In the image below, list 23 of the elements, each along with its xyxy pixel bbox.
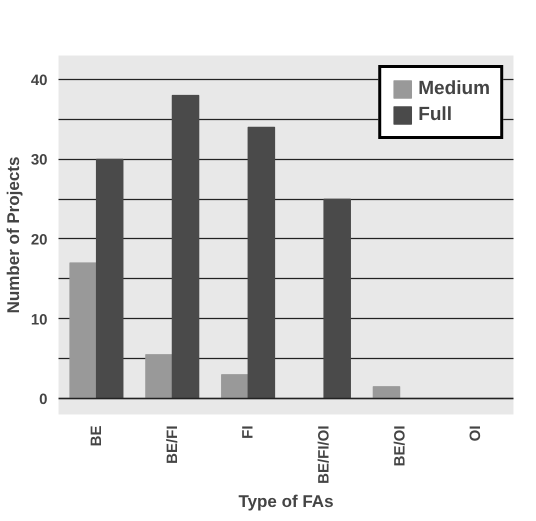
bar bbox=[96, 158, 124, 400]
y-tick-label: 30 bbox=[30, 152, 48, 169]
bar bbox=[221, 374, 249, 400]
x-tick-label: BE/FI/OI bbox=[315, 425, 332, 484]
x-tick-label: BE bbox=[88, 425, 105, 446]
legend-label: Full bbox=[418, 104, 452, 126]
x-tick-label: FI bbox=[240, 425, 257, 439]
bar bbox=[172, 94, 200, 400]
x-tick-label: BE/FI bbox=[164, 425, 181, 464]
y-axis-title: Number of Projects bbox=[4, 156, 23, 314]
y-tick-label: 0 bbox=[39, 391, 48, 408]
bar bbox=[323, 198, 351, 400]
y-tick-label: 40 bbox=[30, 72, 48, 89]
x-tick-label: OI bbox=[467, 425, 484, 442]
bar bbox=[372, 386, 400, 400]
x-axis-title: Type of FAs bbox=[238, 492, 334, 511]
bar bbox=[69, 262, 97, 400]
bar bbox=[145, 354, 173, 400]
x-tick-label: BE/OI bbox=[391, 425, 408, 466]
bar bbox=[248, 126, 276, 400]
y-tick-label: 20 bbox=[30, 231, 48, 248]
legend-label: Medium bbox=[418, 78, 490, 100]
y-tick-label: 10 bbox=[30, 311, 48, 328]
